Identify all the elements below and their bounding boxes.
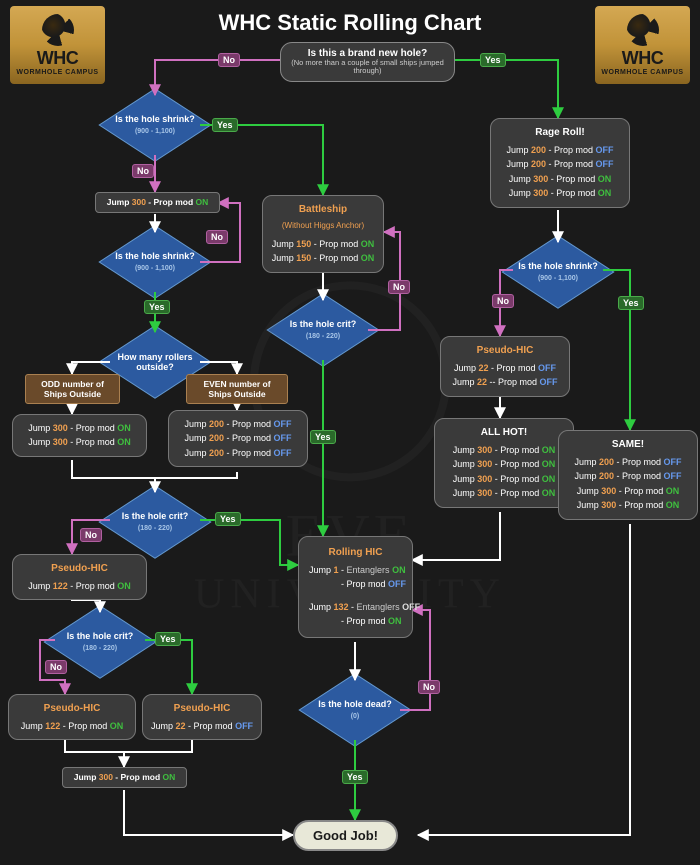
box-odd: Jump 300 - Prop mod ON Jump 300 - Prop m… <box>12 414 147 457</box>
edge-no: No <box>388 280 410 294</box>
edge-no: No <box>492 294 514 308</box>
box-pseudo-hic-1: Pseudo-HIC Jump 122 - Prop mod ON <box>12 554 147 600</box>
box-same: SAME! Jump 200 - Prop mod OFF Jump 200 -… <box>558 430 698 520</box>
edge-no: No <box>45 660 67 674</box>
start-node: Is this a brand new hole? (No more than … <box>280 42 455 82</box>
box-pseudo-hic-2: Pseudo-HIC Jump 122 - Prop mod ON <box>8 694 136 740</box>
box-all-hot: ALL HOT! Jump 300 - Prop mod ON Jump 300… <box>434 418 574 508</box>
edge-yes: Yes <box>618 296 644 310</box>
decision-shrink-2: Is the hole shrink?(900 - 1,100) <box>110 232 200 292</box>
edge-yes: Yes <box>342 770 368 784</box>
branch-even: EVEN number of Ships Outside <box>186 374 288 404</box>
terminal-good-job: Good Job! <box>293 820 398 851</box>
box-battleship: Battleship (Without Higgs Anchor) Jump 1… <box>262 195 384 273</box>
box-jump300-final: Jump 300 - Prop mod ON <box>62 767 187 788</box>
branch-odd: ODD number of Ships Outside <box>25 374 120 404</box>
box-jump300-1: Jump 300 - Prop mod ON <box>95 192 220 213</box>
edge-yes: Yes <box>155 632 181 646</box>
decision-crit-3: Is the hole crit?(180 - 220) <box>278 300 368 360</box>
whc-logo-right: WHC WORMHOLE CAMPUS <box>595 6 690 84</box>
box-rage-roll: Rage Roll! Jump 200 - Prop mod OFF Jump … <box>490 118 630 208</box>
edge-no: No <box>132 164 154 178</box>
decision-crit-1: Is the hole crit?(180 - 220) <box>110 492 200 552</box>
edge-yes: Yes <box>144 300 170 314</box>
edge-no: No <box>218 53 240 67</box>
decision-shrink-3: Is the hole shrink?(900 - 1,100) <box>513 242 603 302</box>
box-even: Jump 200 - Prop mod OFF Jump 200 - Prop … <box>168 410 308 467</box>
edge-no: No <box>418 680 440 694</box>
edge-no: No <box>206 230 228 244</box>
edge-yes: Yes <box>215 512 241 526</box>
edge-yes: Yes <box>310 430 336 444</box>
edge-no: No <box>80 528 102 542</box>
edge-yes: Yes <box>212 118 238 132</box>
box-pseudo-hic-right: Pseudo-HIC Jump 22 - Prop mod OFF Jump 2… <box>440 336 570 397</box>
box-rolling-hic: Rolling HIC Jump 1 - Entanglers ON - Pro… <box>298 536 413 638</box>
decision-dead: Is the hole dead?(0) <box>310 680 400 740</box>
decision-crit-2: Is the hole crit?(180 - 220) <box>55 612 145 672</box>
whc-logo-left: WHC WORMHOLE CAMPUS <box>10 6 105 84</box>
edge-yes: Yes <box>480 53 506 67</box>
decision-shrink-1: Is the hole shrink?(900 - 1,100) <box>110 95 200 155</box>
box-pseudo-hic-3: Pseudo-HIC Jump 22 - Prop mod OFF <box>142 694 262 740</box>
